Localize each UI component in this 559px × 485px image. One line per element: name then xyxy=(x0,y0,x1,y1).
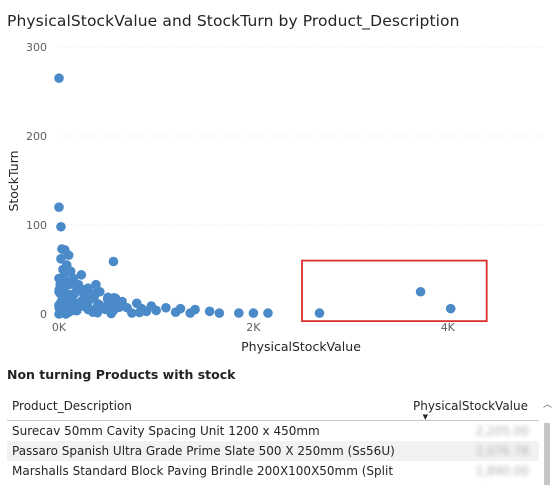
y-tick-label: 100 xyxy=(26,219,47,232)
cell-product-description: Passaro Spanish Ultra Grade Prime Slate … xyxy=(12,444,395,458)
data-point[interactable] xyxy=(63,250,74,261)
x-tick-label: 2K xyxy=(246,321,261,334)
data-point[interactable] xyxy=(248,308,259,318)
data-point[interactable] xyxy=(56,254,66,264)
data-point[interactable] xyxy=(415,286,426,297)
data-point[interactable] xyxy=(161,302,171,313)
data-point[interactable] xyxy=(69,298,80,309)
chart-title: PhysicalStockValue and StockTurn by Prod… xyxy=(7,12,460,30)
data-point[interactable] xyxy=(204,306,215,317)
data-point[interactable] xyxy=(127,308,137,318)
data-point[interactable] xyxy=(445,303,456,314)
data-point[interactable] xyxy=(88,307,98,318)
chart-gridlines xyxy=(59,46,545,226)
y-tick-label: 200 xyxy=(26,130,47,143)
data-point[interactable] xyxy=(170,307,181,318)
highlight-rectangle xyxy=(301,259,488,323)
data-point[interactable] xyxy=(99,303,110,314)
y-tick-label: 0 xyxy=(40,308,47,321)
table-title: Non turning Products with stock xyxy=(7,367,236,382)
data-point[interactable] xyxy=(56,221,66,232)
table-scrollbar[interactable]: ︿ xyxy=(543,397,552,485)
data-point[interactable] xyxy=(185,308,196,318)
x-axis-title: PhysicalStockValue xyxy=(241,339,361,354)
data-point[interactable] xyxy=(54,202,64,212)
cell-physical-stock-value: 2,205.00 xyxy=(475,424,529,438)
scatter-chart: 0 100 200 300 0K 2K 4K PhysicalStockValue Sto… xyxy=(6,41,545,354)
data-point[interactable] xyxy=(91,279,101,290)
data-point[interactable] xyxy=(314,308,325,318)
cell-product-description: Surecav 50mm Cavity Spacing Unit 1200 x … xyxy=(12,424,320,438)
data-point[interactable] xyxy=(102,294,113,304)
cell-physical-stock-value: 1,890.00 xyxy=(475,464,529,478)
data-point[interactable] xyxy=(214,308,225,318)
table-row[interactable]: Surecav 50mm Cavity Spacing Unit 1200 x … xyxy=(7,421,539,441)
sort-descending-icon[interactable]: ▼ xyxy=(422,413,428,421)
x-tick-label: 0K xyxy=(52,321,67,334)
data-point[interactable] xyxy=(263,308,273,318)
y-axis-ticks: 0 100 200 300 xyxy=(26,41,47,321)
data-point[interactable] xyxy=(54,73,64,83)
data-point[interactable] xyxy=(151,305,161,316)
data-point[interactable] xyxy=(136,303,147,314)
data-points xyxy=(54,73,456,319)
x-axis-ticks: 0K 2K 4K xyxy=(52,321,456,334)
data-point[interactable] xyxy=(95,286,105,297)
highlight-box xyxy=(301,259,488,323)
scrollbar-thumb[interactable] xyxy=(544,423,550,485)
data-point[interactable] xyxy=(79,289,90,300)
data-point[interactable] xyxy=(57,305,67,316)
table-row[interactable]: Marshalls Standard Block Paving Brindle … xyxy=(7,461,539,481)
cell-product-description: Marshalls Standard Block Paving Brindle … xyxy=(12,464,394,478)
y-axis-title: StockTurn xyxy=(6,150,21,211)
data-point[interactable] xyxy=(112,300,123,310)
cell-physical-stock-value: 2,076.78 xyxy=(475,444,529,458)
x-tick-label: 4K xyxy=(441,321,456,334)
data-table: Product_Description PhysicalStockValue ▼… xyxy=(7,395,539,481)
data-point[interactable] xyxy=(54,273,64,284)
data-point[interactable] xyxy=(87,293,97,303)
data-point[interactable] xyxy=(108,256,119,267)
column-header-product-description[interactable]: Product_Description xyxy=(12,399,132,413)
data-point[interactable] xyxy=(71,286,82,296)
scroll-up-icon[interactable]: ︿ xyxy=(543,400,553,410)
data-point[interactable] xyxy=(78,301,89,311)
data-point[interactable] xyxy=(54,286,64,297)
table-row[interactable]: Passaro Spanish Ultra Grade Prime Slate … xyxy=(7,441,539,461)
column-header-physical-stock-value[interactable]: PhysicalStockValue xyxy=(413,399,528,413)
table-header: Product_Description PhysicalStockValue ▼ xyxy=(7,395,539,421)
y-tick-label: 300 xyxy=(26,41,47,54)
data-point[interactable] xyxy=(234,308,244,318)
data-point[interactable] xyxy=(76,270,87,280)
